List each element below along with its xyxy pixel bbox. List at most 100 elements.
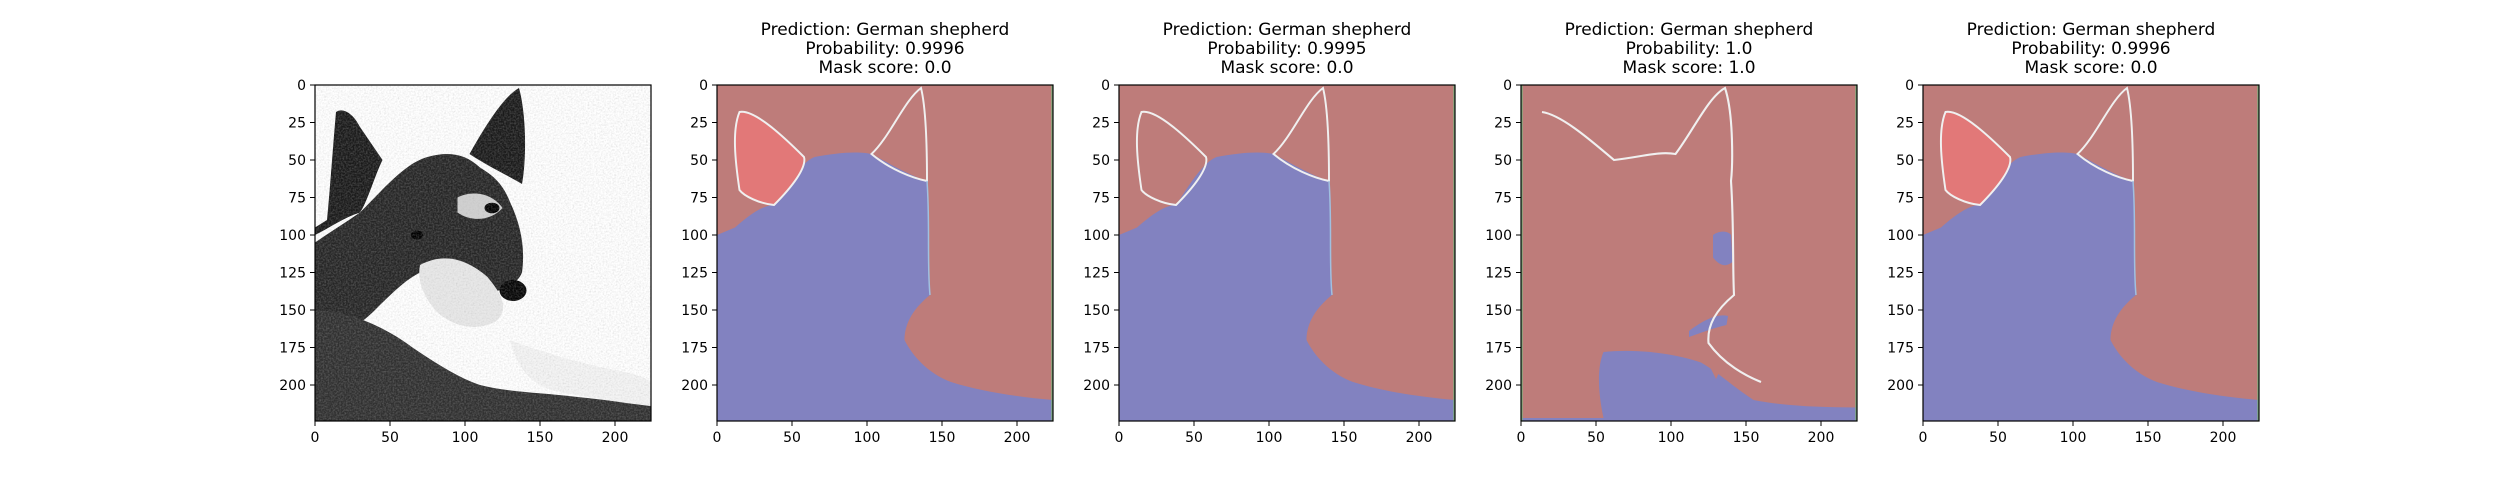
- panel-3-xtick-label: 200: [1406, 430, 1433, 446]
- panel-4-image: [1521, 85, 1857, 421]
- panel-1-axes-frame: [314, 84, 652, 422]
- panel-3-xtick-label: 100: [1256, 430, 1283, 446]
- mask-boundary-line: [2132, 180, 2137, 296]
- panel-3-ytick-label: 125: [1083, 266, 1110, 282]
- panel-5: Prediction: German shepherdProbability: …: [1887, 20, 2260, 446]
- panel-1-ytick-label: 100: [279, 228, 306, 244]
- panel-4-xtick-label: 0: [1517, 430, 1526, 446]
- panel-2-xtick-label: 0: [713, 430, 722, 446]
- mask-boundary-line: [1328, 180, 1333, 296]
- panel-4: Prediction: German shepherdProbability: …: [1485, 20, 1858, 446]
- panel-5-image: [1923, 85, 2259, 421]
- mask-dog-region: [1119, 152, 1455, 421]
- panel-3-xtick-label: 150: [1331, 430, 1358, 446]
- panel-5-ytick-label: 50: [1896, 153, 1914, 169]
- panel-3-ytick-label: 200: [1083, 378, 1110, 394]
- panel-3-xtick-label: 0: [1115, 430, 1124, 446]
- panel-2-title-line: Mask score: 0.0: [818, 58, 951, 78]
- mask-right-ear-outline: [2076, 86, 2134, 183]
- panel-5-title-line: Prediction: German shepherd: [1967, 20, 2216, 40]
- panel-3-title-line: Probability: 0.9995: [1207, 39, 1366, 59]
- panel-3-axes-frame: [1118, 84, 1456, 422]
- panel-5-ytick-label: 75: [1896, 191, 1914, 207]
- panel-2-ytick-label: 25: [690, 116, 708, 132]
- mask-edge-outline: [1541, 86, 1762, 383]
- panel-2-ytick-label: 175: [681, 341, 708, 357]
- panel-2-title-line: Probability: 0.9996: [805, 39, 964, 59]
- panel-5-title-line: Probability: 0.9996: [2011, 39, 2170, 59]
- panel-4-ytick-label: 100: [1485, 228, 1512, 244]
- panel-5-ytick-label: 125: [1887, 266, 1914, 282]
- mask-dog-region: [717, 152, 1053, 421]
- panel-2-ytick-label: 200: [681, 378, 708, 394]
- panel-5-xtick-label: 200: [2210, 430, 2237, 446]
- photo-grain-texture: [315, 85, 651, 421]
- mask-left-ear-outline: [733, 111, 806, 207]
- panel-4-xtick-label: 100: [1658, 430, 1685, 446]
- panel-2-ytick-label: 100: [681, 228, 708, 244]
- panel-1-ytick-label: 75: [288, 191, 306, 207]
- panel-5-ytick-label: 200: [1887, 378, 1914, 394]
- panel-4-ytick-label: 0: [1503, 78, 1512, 94]
- panel-5-ytick-label: 150: [1887, 303, 1914, 319]
- panel-3-title-line: Mask score: 0.0: [1220, 58, 1353, 78]
- panel-2-xtick-label: 150: [929, 430, 956, 446]
- panel-2-axes-frame: [716, 84, 1054, 422]
- panel-2-ytick-label: 125: [681, 266, 708, 282]
- mask-right-ear-outline: [870, 86, 928, 183]
- mask-left-ear-outline: [1135, 111, 1208, 207]
- panel-4-title-line: Mask score: 1.0: [1622, 58, 1755, 78]
- panel-4-ytick-label: 75: [1494, 191, 1512, 207]
- panel-4-ytick-label: 175: [1485, 341, 1512, 357]
- mask-sliver-region: [1689, 315, 1728, 337]
- panel-5-xtick-label: 50: [1989, 430, 2007, 446]
- panel-1-ytick-label: 0: [297, 78, 306, 94]
- panel-1-xtick-label: 0: [311, 430, 320, 446]
- panel-3-ytick-label: 100: [1083, 228, 1110, 244]
- mask-right-ear-outline: [1272, 86, 1330, 183]
- panel-4-ytick-label: 25: [1494, 116, 1512, 132]
- panel-2-ytick-label: 50: [690, 153, 708, 169]
- panel-3-title-line: Prediction: German shepherd: [1163, 20, 1412, 40]
- panel-5-ytick-label: 175: [1887, 341, 1914, 357]
- panel-1-ytick-label: 25: [288, 116, 306, 132]
- panel-1-ytick-label: 200: [279, 378, 306, 394]
- panel-3: Prediction: German shepherdProbability: …: [1083, 20, 1456, 446]
- panel-1-xtick-label: 100: [452, 430, 479, 446]
- panel-2: Prediction: German shepherdProbability: …: [681, 20, 1054, 446]
- panel-4-title-line: Prediction: German shepherd: [1565, 20, 1814, 40]
- panel-5-ytick-label: 100: [1887, 228, 1914, 244]
- panel-3-xtick-label: 50: [1185, 430, 1203, 446]
- panel-3-ytick-label: 75: [1092, 191, 1110, 207]
- panel-2-ytick-label: 0: [699, 78, 708, 94]
- panel-3-ytick-label: 175: [1083, 341, 1110, 357]
- panel-2-ytick-label: 75: [690, 191, 708, 207]
- panel-1-xtick-label: 200: [602, 430, 629, 446]
- panel-3-ytick-label: 150: [1083, 303, 1110, 319]
- panel-3-image: [1119, 85, 1455, 421]
- panel-1: 0 50 100 150 200 0 25 50 75 100 125 150 175 200: [279, 78, 652, 446]
- panel-4-axes-frame: [1520, 84, 1858, 422]
- panel-4-ytick-label: 50: [1494, 153, 1512, 169]
- panel-4-xtick-label: 150: [1733, 430, 1760, 446]
- panel-5-title-line: Mask score: 0.0: [2024, 58, 2157, 78]
- panel-2-ytick-label: 150: [681, 303, 708, 319]
- mask-island-region: [1713, 231, 1733, 266]
- mask-dog-region: [1923, 152, 2259, 421]
- panel-1-xtick-label: 150: [527, 430, 554, 446]
- panel-4-title-line: Probability: 1.0: [1626, 39, 1753, 59]
- panel-5-xtick-label: 0: [1919, 430, 1928, 446]
- panel-5-ytick-label: 0: [1905, 78, 1914, 94]
- panel-1-ytick-label: 125: [279, 266, 306, 282]
- panel-3-ytick-label: 25: [1092, 116, 1110, 132]
- panel-1-ytick-label: 175: [279, 341, 306, 357]
- panel-2-xtick-label: 50: [783, 430, 801, 446]
- panel-1-xtick-label: 50: [381, 430, 399, 446]
- mask-left-ear-outline: [1939, 111, 2012, 207]
- panel-2-xtick-label: 200: [1004, 430, 1031, 446]
- panel-3-ytick-label: 0: [1101, 78, 1110, 94]
- mask-left-ear-region: [734, 111, 805, 205]
- panel-2-xtick-label: 100: [854, 430, 881, 446]
- panel-4-ytick-label: 200: [1485, 378, 1512, 394]
